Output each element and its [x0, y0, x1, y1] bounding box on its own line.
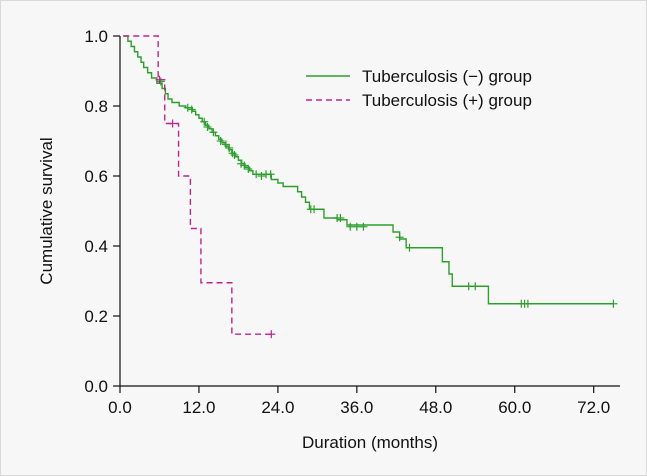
censor-mark: [310, 205, 319, 214]
censor-mark: [221, 140, 230, 149]
censor-mark: [395, 233, 404, 242]
legend-label-tb-negative: Tuberculosis (−) group: [362, 67, 532, 86]
censor-mark: [471, 282, 480, 291]
y-tick-label: 1.0: [84, 27, 108, 46]
censor-mark: [405, 243, 414, 252]
x-axis-title: Duration (months): [302, 433, 438, 452]
x-tick-label: 72.0: [577, 398, 610, 417]
x-tick-label: 0.0: [108, 398, 132, 417]
x-tick-label: 60.0: [498, 398, 531, 417]
x-tick-label: 12.0: [182, 398, 215, 417]
censor-mark: [230, 151, 239, 159]
censor-mark: [237, 159, 246, 168]
y-axis-title: Cumulative survival: [37, 137, 56, 284]
censor-mark: [267, 330, 276, 339]
censor-mark: [228, 149, 237, 158]
censor-mark: [240, 161, 249, 170]
censor-mark: [200, 117, 209, 126]
censor-mark: [336, 214, 345, 222]
censor-mark: [609, 299, 618, 308]
censor-mark: [359, 222, 368, 231]
y-tick-label: 0.6: [84, 167, 108, 186]
x-tick-label: 24.0: [261, 398, 294, 417]
censor-mark: [183, 103, 192, 112]
censor-mark: [225, 144, 234, 152]
legend-label-tb-positive: Tuberculosis (+) group: [362, 91, 532, 110]
x-tick-label: 48.0: [419, 398, 452, 417]
y-tick-label: 0.0: [84, 377, 108, 396]
legend: Tuberculosis (−) group Tuberculosis (+) …: [306, 67, 532, 110]
censor-mark: [257, 172, 266, 180]
censor-mark: [209, 128, 218, 137]
x-tick-label: 36.0: [340, 398, 373, 417]
censor-mark: [203, 123, 212, 131]
y-tick-label: 0.8: [84, 97, 108, 116]
y-tick-label: 0.4: [84, 237, 108, 256]
censor-mark: [156, 77, 165, 86]
y-tick-label: 0.2: [84, 307, 108, 326]
censor-mark: [266, 170, 275, 179]
axes-layer: [119, 36, 620, 387]
series-line-tb-positive: [123, 35, 272, 335]
censor-mark: [187, 105, 196, 114]
censor-mark: [244, 165, 253, 173]
censor-mark: [252, 170, 261, 179]
series-layer: [123, 35, 618, 339]
ticks-layer: 0.0 12.0 24.0 36.0 48.0 60.0 72.0 0.0 0.2 0.4 0.6 0…: [84, 27, 610, 417]
censor-mark: [216, 137, 225, 145]
censor-mark: [523, 299, 532, 308]
censor-mark: [155, 75, 164, 84]
censor-mark: [168, 119, 177, 128]
